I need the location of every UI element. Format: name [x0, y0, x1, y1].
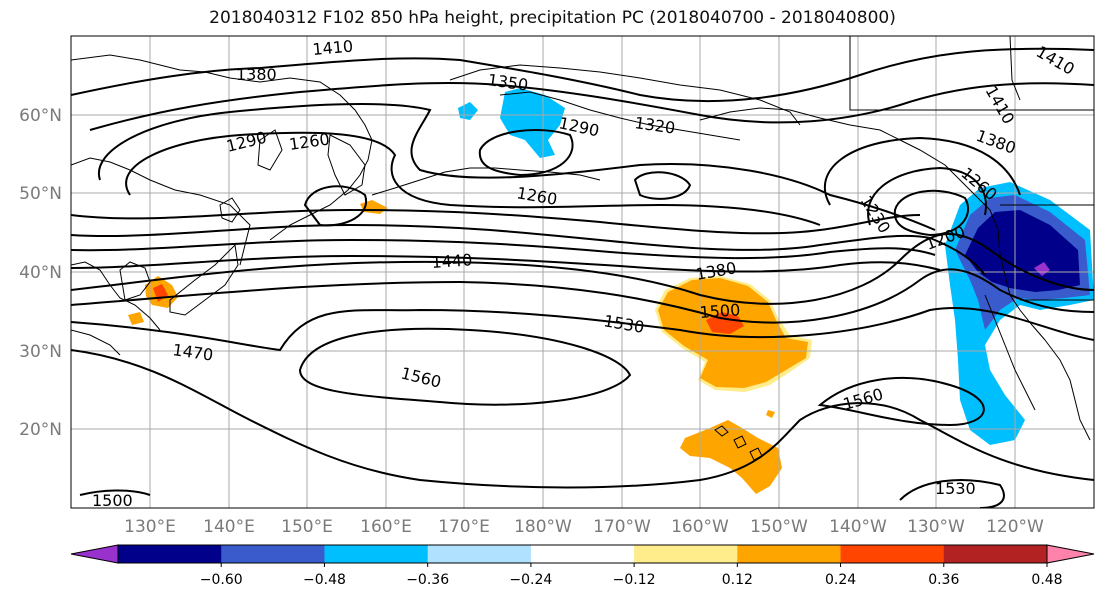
colorbar-tick-label: 0.36 — [928, 572, 959, 588]
colorbar-tick-label: 0.48 — [1031, 572, 1062, 588]
contour-line — [79, 489, 151, 496]
contour-line — [71, 349, 1094, 489]
contour-line — [97, 103, 936, 231]
colorbar-segment — [118, 545, 222, 563]
colorbar-segment — [530, 545, 635, 563]
lon-label: 130°W — [907, 517, 965, 537]
lat-label: 40°N — [19, 263, 62, 283]
colorbar-segment — [324, 545, 429, 563]
contour-label: 1530 — [935, 479, 976, 498]
contour-line — [71, 47, 1094, 103]
colorbar-segment — [737, 545, 842, 563]
contour-label: 1410 — [312, 37, 354, 59]
colorbar-segment — [943, 545, 1048, 563]
colorbar-tick-label: −0.48 — [303, 572, 346, 588]
lon-label: 120°W — [986, 517, 1044, 537]
contour-line — [71, 268, 1094, 324]
contour-line — [823, 136, 1021, 206]
colorbar-tick-label: −0.24 — [509, 572, 552, 588]
contour-line — [899, 479, 1005, 508]
contour-line — [633, 171, 692, 200]
colorbar-frame — [117, 544, 1048, 564]
lat-label: 60°N — [19, 106, 62, 126]
map-area: 1410 1380 1350 1320 1290 1290 1260 1260 … — [71, 36, 1094, 510]
contour-line — [71, 254, 941, 273]
colorbar-extend-max — [1046, 544, 1095, 564]
lon-label: 150°E — [281, 517, 333, 537]
contour-line — [89, 81, 1094, 131]
colorbar-tick-label: −0.36 — [406, 572, 449, 588]
contour-label: 1500 — [92, 491, 133, 510]
lon-label: 160°W — [671, 517, 729, 537]
contour-label: 1440 — [431, 250, 473, 272]
colorbar-segment — [634, 545, 738, 563]
contour-line — [125, 131, 821, 226]
colorbar-tick-label: 0.24 — [825, 572, 856, 588]
colorbar-segment — [427, 545, 532, 563]
contour-line — [817, 376, 985, 427]
contour-line — [867, 166, 987, 226]
contour-line — [71, 223, 986, 276]
colorbar-tick-label: −0.60 — [200, 572, 243, 588]
contour-line — [303, 185, 368, 227]
lat-label: 50°N — [19, 184, 62, 204]
lon-label: 170°W — [593, 517, 651, 537]
colorbar-segment — [221, 545, 325, 563]
longitude-labels: 130°E 140°E 150°E 160°E 170°E 180°W 170°… — [124, 517, 1044, 537]
contour-line — [478, 129, 574, 177]
map-frame — [70, 35, 1095, 509]
coastlines — [71, 36, 1094, 461]
contour-line — [71, 306, 1094, 352]
contour-line — [893, 189, 970, 237]
colorbar-segment — [840, 545, 945, 563]
latitude-labels: 60°N 50°N 40°N 30°N 20°N — [19, 106, 62, 440]
lon-label: 130°E — [124, 517, 176, 537]
contour-line — [298, 327, 632, 406]
contour-label: 1380 — [236, 65, 277, 84]
lat-label: 20°N — [19, 420, 62, 440]
contour-line — [71, 233, 1094, 305]
contour-label: 1500 — [699, 300, 741, 322]
colorbar: −0.60 −0.48 −0.36 −0.24 −0.12 0.12 0.24 0.36 0.4… — [70, 544, 1095, 588]
negative-precip-blob — [500, 88, 565, 158]
colorbar-extend-min — [70, 544, 119, 564]
contour-line — [71, 208, 921, 235]
lon-label: 150°W — [750, 517, 808, 537]
colorbar-tick-label: −0.12 — [613, 572, 656, 588]
lon-label: 140°E — [203, 517, 255, 537]
lon-label: 180°W — [514, 517, 572, 537]
lon-label: 140°W — [829, 517, 887, 537]
height-contours — [71, 47, 1094, 508]
contour-line — [71, 238, 936, 260]
lon-label: 160°E — [360, 517, 412, 537]
colorbar-tick-label: 0.12 — [722, 572, 753, 588]
lon-label: 170°E — [438, 517, 490, 537]
lat-label: 30°N — [19, 342, 62, 362]
map-title: 2018040312 F102 850 hPa height, precipit… — [209, 8, 896, 28]
